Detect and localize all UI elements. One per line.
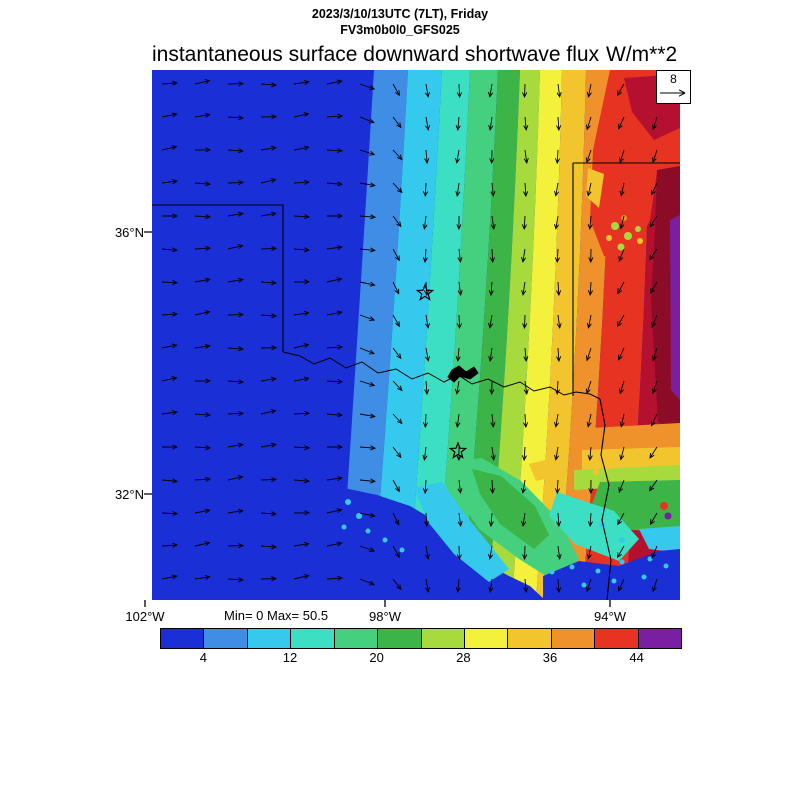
- colorbar-segment: [638, 629, 682, 648]
- colorbar: [160, 628, 682, 649]
- lat-tick-label: 32°N: [114, 487, 144, 502]
- map-canvas: [144, 70, 680, 607]
- star-marker-north: [415, 283, 435, 301]
- colorbar-segment: [595, 629, 639, 648]
- axis-ticks: [144, 231, 611, 607]
- lon-tick-label: 94°W: [594, 609, 626, 624]
- southeast-cloud-patches: [543, 423, 680, 600]
- wind-arrows: [161, 79, 658, 594]
- high-flux-core: [586, 70, 680, 432]
- colorbar-tick-label: 12: [282, 650, 298, 665]
- wind-vector-legend: 8: [656, 70, 691, 104]
- colorbar-tick-label: 28: [456, 650, 471, 665]
- colorbar-segment: [334, 629, 379, 648]
- star-markers: [415, 283, 468, 459]
- colorbar-tick-label: 4: [199, 650, 207, 665]
- units-label: W/m**2: [606, 43, 678, 66]
- colorbar-tick-label: 44: [629, 650, 644, 665]
- wind-reference-arrow: [660, 89, 686, 97]
- colorbar-tick-label: 36: [542, 650, 558, 665]
- southwest-low-flux-area: [330, 458, 579, 600]
- colorbar-segment: [291, 629, 335, 648]
- run-time-header: 2023/3/10/13UTC (7LT), Friday: [311, 7, 489, 21]
- colorbar-segment: [204, 629, 248, 648]
- colorbar-segment: [464, 629, 509, 648]
- colorbar-segment: [551, 629, 596, 648]
- colorbar-segment: [508, 629, 552, 648]
- colorbar-segment: [161, 629, 205, 648]
- wind-reference-value: 8: [670, 72, 677, 86]
- lon-tick-label: 102°W: [125, 609, 165, 624]
- colorbar-tick-label: 20: [369, 650, 384, 665]
- minmax-label: Min= 0 Max= 50.5: [224, 608, 329, 623]
- star-marker-south: [448, 441, 468, 459]
- colorbar-tick-labels: 4 12 20 28 36 44: [160, 650, 680, 666]
- lake-texoma: [447, 365, 479, 383]
- plot-title: instantaneous surface downward shortwave…: [152, 43, 600, 66]
- colorbar-segment: [378, 629, 422, 648]
- lon-tick-label: 98°W: [369, 609, 401, 624]
- texas-east-border: [599, 398, 612, 601]
- texas-panhandle-border: [152, 204, 284, 352]
- colorbar-segment: [247, 629, 292, 648]
- colorbar-segment: [421, 629, 465, 648]
- lat-tick-label: 36°N: [114, 225, 144, 240]
- model-header: FV3m0b0l0_GFS025: [340, 23, 460, 37]
